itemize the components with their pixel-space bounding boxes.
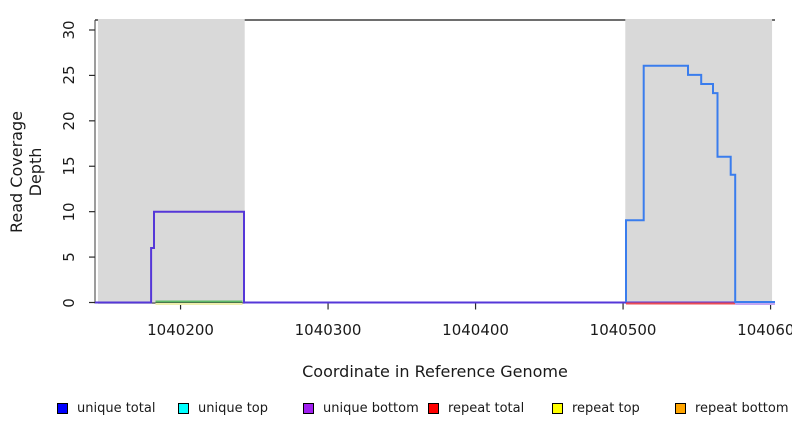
legend-label: repeat total xyxy=(448,400,525,416)
x-tick-label: 1040400 xyxy=(442,321,509,339)
legend-swatch-icon xyxy=(178,402,189,414)
repeat-region-shading xyxy=(625,19,773,304)
x-tick-label: 1040500 xyxy=(589,321,657,339)
legend-item-repeat-top: repeat top xyxy=(552,399,640,417)
x-axis-title: Coordinate in Reference Genome xyxy=(302,362,568,381)
repeat-region-shading xyxy=(97,19,245,304)
y-tick-label: 20 xyxy=(60,111,78,131)
legend-label: unique total xyxy=(77,400,156,416)
y-tick-label: 15 xyxy=(60,156,78,176)
legend-item-unique-total: unique total xyxy=(57,399,155,417)
series-unique-top-total-right xyxy=(625,64,775,303)
legend-swatch-icon xyxy=(428,402,439,414)
legend-item-unique-top: unique top xyxy=(178,399,268,417)
legend-swatch-icon xyxy=(552,402,563,414)
y-tick-label: 0 xyxy=(60,297,78,308)
legend-label: repeat bottom xyxy=(695,400,789,416)
x-tick-label: 1040300 xyxy=(294,321,362,339)
legend-item-unique-bottom: unique bottom xyxy=(303,399,419,417)
y-tick-label: 30 xyxy=(60,20,78,40)
legend-label: unique top xyxy=(198,400,269,416)
x-tick-label: 1040200 xyxy=(147,321,214,339)
legend-swatch-icon xyxy=(57,402,68,414)
y-axis-title: Read Coverage Depth xyxy=(7,111,45,233)
x-tick-label: 1040600 xyxy=(737,321,792,339)
legend-item-repeat-total: repeat total xyxy=(428,399,524,417)
y-tick-label: 10 xyxy=(60,202,78,222)
y-tick-label: 25 xyxy=(60,65,78,85)
y-tick-label: 5 xyxy=(60,252,78,262)
legend-label: unique bottom xyxy=(323,400,419,416)
legend-swatch-icon xyxy=(303,402,314,414)
legend-label: repeat top xyxy=(572,400,640,416)
legend-swatch-icon xyxy=(675,402,686,414)
series-unique-bottom-total-left xyxy=(95,210,775,304)
legend-item-repeat-bottom: repeat bottom xyxy=(675,399,789,417)
